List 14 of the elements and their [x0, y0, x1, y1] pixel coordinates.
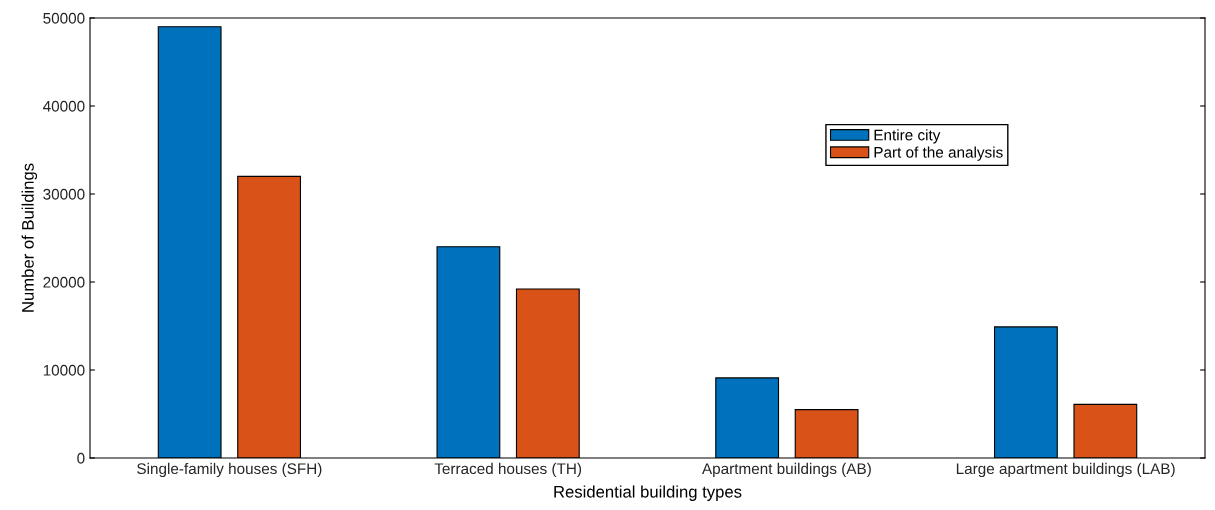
x-tick-label: Large apartment buildings (LAB) — [956, 462, 1175, 478]
x-axis-title: Residential building types — [554, 485, 742, 501]
y-tick-label: 20000 — [43, 276, 85, 288]
x-tick-label: Apartment buildings (AB) — [701, 462, 871, 478]
y-tick-label: 30000 — [43, 188, 85, 200]
y-axis-title: Number of Buildings — [21, 163, 38, 312]
y-tick-label: 40000 — [43, 100, 85, 112]
x-tick-label: Single-family houses (SFH) — [137, 462, 322, 478]
legend-label: Part of the analysis — [874, 146, 1003, 161]
y-tick-label: 50000 — [43, 12, 85, 24]
legend-label: Entire city — [874, 129, 941, 144]
y-tick-label: 0 — [77, 452, 85, 464]
x-tick-label: Terraced houses (TH) — [434, 462, 582, 478]
y-tick-label: 10000 — [43, 364, 85, 376]
